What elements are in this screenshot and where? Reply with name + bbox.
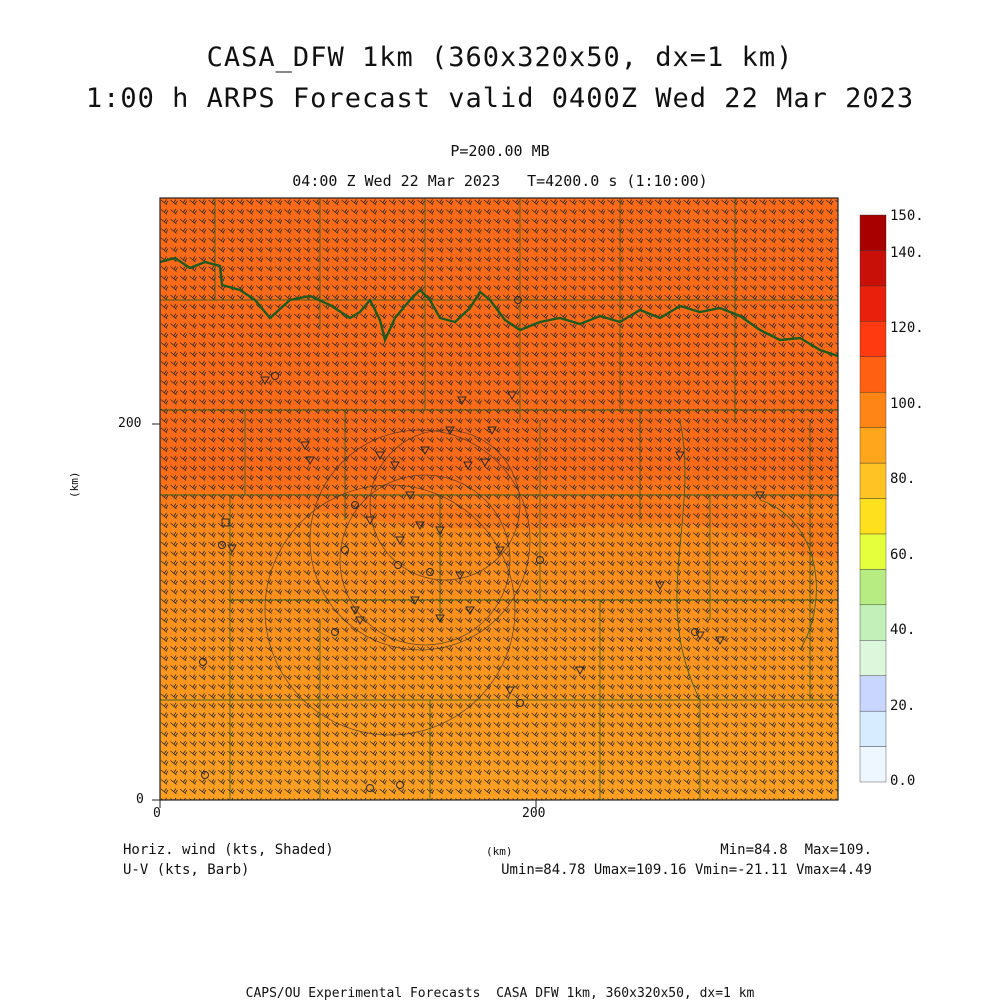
colorbar-label-60: 60.: [890, 547, 916, 563]
colorbar-label-140: 140.: [890, 245, 924, 261]
colorbar-box: [859, 356, 887, 393]
x-tick-200: 200: [522, 806, 546, 821]
valid-time-label: 04:00 Z Wed 22 Mar 2023 T=4200.0 s (1:10…: [292, 172, 708, 190]
min-max-stats: Min=84.8 Max=109.: [720, 842, 872, 858]
colorbar-box: [859, 250, 887, 287]
colorbar-label-20: 20.: [890, 698, 916, 714]
county-borders: [160, 198, 838, 800]
colorbar-box: [859, 498, 887, 535]
barb-field-label: U-V (kts, Barb): [123, 862, 250, 878]
state-border-red-river: [160, 256, 838, 358]
colorbar-box: [859, 462, 887, 499]
map-frame: [159, 197, 839, 801]
colorbar-label-150: 150.: [890, 208, 924, 224]
pressure-level-label: P=200.00 MB: [450, 142, 550, 160]
colorbar: [859, 214, 887, 783]
y-tick-0: 0: [136, 792, 144, 807]
colorbar-box: [859, 285, 887, 322]
title-line-1: CASA_DFW 1km (360x320x50, dx=1 km): [206, 42, 794, 73]
colorbar-box: [859, 214, 887, 251]
colorbar-box: [859, 604, 887, 641]
x-tick-0: 0: [153, 806, 161, 821]
shaded-field-label: Horiz. wind (kts, Shaded): [123, 842, 334, 858]
colorbar-label-80: 80.: [890, 471, 916, 487]
colorbar-box: [859, 391, 887, 428]
colorbar-box: [859, 640, 887, 676]
colorbar-box: [859, 427, 887, 464]
x-axis-label: (km): [486, 845, 513, 858]
title-line-2: 1:00 h ARPS Forecast valid 0400Z Wed 22 …: [85, 83, 915, 114]
colorbar-label-120: 120.: [890, 320, 924, 336]
y-axis-label: (km): [68, 471, 81, 499]
radar-range-rings: [264, 429, 531, 736]
colorbar-box: [859, 746, 887, 783]
colorbar-box: [859, 533, 887, 570]
colorbar-label-40: 40.: [890, 622, 916, 638]
colorbar-label-0: 0.0: [890, 773, 916, 789]
wind-barbs: [160, 198, 838, 800]
colorbar-box: [859, 569, 887, 606]
colorbar-box: [859, 321, 887, 357]
colorbar-box: [859, 675, 887, 712]
colorbar-box: [859, 710, 887, 747]
footer-credit: CAPS/OU Experimental Forecasts CASA DFW …: [245, 986, 755, 1001]
uv-stats: Umin=84.78 Umax=109.16 Vmin=-21.11 Vmax=…: [501, 862, 872, 878]
colorbar-label-100: 100.: [890, 396, 924, 412]
station-markers: [199, 296, 765, 792]
axis-ticks: [152, 423, 537, 808]
y-tick-200: 200: [118, 416, 142, 431]
